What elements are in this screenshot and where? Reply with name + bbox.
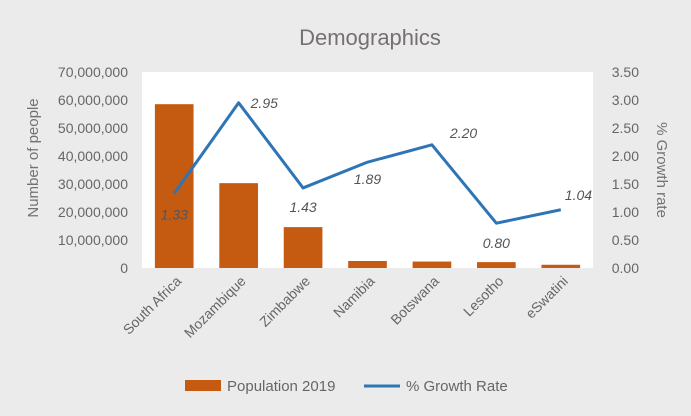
chart-title: Demographics — [299, 25, 441, 50]
y-tick-label: 20,000,000 — [58, 204, 128, 220]
y-tick-label: 70,000,000 — [58, 64, 128, 80]
line-data-label: 2.95 — [250, 95, 278, 111]
line-data-label: 1.33 — [161, 207, 188, 223]
y-tick-label: 40,000,000 — [58, 148, 128, 164]
y2-tick-label: 1.00 — [612, 204, 639, 220]
bar — [154, 104, 194, 268]
y-axis-title: Number of people — [25, 98, 42, 217]
legend: Population 2019 % Growth Rate — [185, 378, 508, 395]
legend-swatch-population — [185, 380, 221, 391]
plot-area — [142, 72, 593, 268]
y2-tick-label: 1.50 — [612, 176, 639, 192]
bar — [412, 261, 452, 268]
legend-label-population: Population 2019 — [227, 378, 335, 395]
y-tick-label: 60,000,000 — [58, 92, 128, 108]
y-axis-ticks: 0 10,000,000 20,000,000 30,000,000 40,000,00… — [58, 64, 128, 276]
y-tick-label: 30,000,000 — [58, 176, 128, 192]
line-data-label: 1.43 — [289, 199, 316, 215]
y2-axis-ticks: 0.00 0.50 1.00 1.50 2.00 2.50 3.00 3.50 — [612, 64, 639, 276]
line-data-label: 1.89 — [354, 171, 381, 187]
y2-axis-title: % Growth rate — [653, 122, 670, 218]
line-data-label: 0.80 — [483, 235, 510, 251]
y2-tick-label: 0.50 — [612, 232, 639, 248]
y2-tick-label: 3.00 — [612, 92, 639, 108]
y2-tick-label: 0.00 — [612, 260, 639, 276]
bar — [477, 262, 516, 268]
line-series: 1.33 2.95 1.43 1.89 2.20 0.80 1.04 — [161, 95, 593, 251]
bar — [348, 261, 387, 268]
bar — [283, 227, 323, 268]
growth-rate-line — [172, 101, 562, 225]
y-tick-label: 0 — [120, 260, 128, 276]
bar — [541, 264, 581, 268]
y-tick-label: 10,000,000 — [58, 232, 128, 248]
y2-tick-label: 2.50 — [612, 120, 639, 136]
bar — [219, 183, 258, 268]
y-tick-label: 50,000,000 — [58, 120, 128, 136]
line-data-label: 1.04 — [565, 187, 592, 203]
y2-tick-label: 3.50 — [612, 64, 639, 80]
line-data-label: 2.20 — [449, 125, 477, 141]
y2-tick-label: 2.00 — [612, 148, 639, 164]
bar-series — [154, 104, 581, 268]
legend-label-growth-rate: % Growth Rate — [406, 378, 508, 395]
